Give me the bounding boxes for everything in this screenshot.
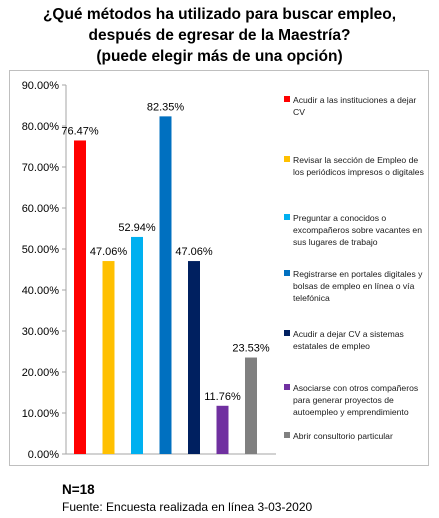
y-tick-label: 30.00% (22, 326, 60, 338)
legend-item: Acudir a dejar CV a sistemas estatales d… (284, 328, 424, 352)
y-tick-label: 80.00% (22, 121, 60, 133)
data-label: 76.47% (61, 125, 99, 137)
legend-label: Registrarse en portales digitales y bols… (293, 269, 423, 303)
legend-item: Registrarse en portales digitales y bols… (284, 268, 424, 304)
chart-area (9, 70, 429, 466)
legend-label: Revisar la sección de Empleo de los peri… (293, 155, 424, 177)
legend-swatch (284, 96, 290, 102)
data-label: 23.53% (232, 343, 270, 355)
legend-label: Acudir a dejar CV a sistemas estatales d… (293, 329, 404, 351)
data-label: 52.94% (118, 222, 156, 234)
legend-label: Acudir a las instituciones a dejar CV (293, 95, 417, 117)
legend-swatch (284, 432, 290, 438)
legend-item: Asociarse con otros compañeros para gene… (284, 382, 424, 418)
legend-item: Revisar la sección de Empleo de los peri… (284, 154, 424, 178)
bar (188, 261, 200, 454)
legend-label: Abrir consultorio particular (293, 431, 393, 441)
y-tick-label: 40.00% (22, 285, 60, 297)
legend-item: Abrir consultorio particular (284, 430, 424, 442)
data-label: 47.06% (175, 246, 213, 258)
legend-item: Preguntar a conocidos o excompañeros sob… (284, 212, 424, 248)
y-tick-label: 50.00% (22, 244, 60, 256)
chart-title-line-3: (puede elegir más de una opción) (96, 48, 343, 65)
bar (74, 140, 86, 454)
y-tick-label: 70.00% (22, 162, 60, 174)
bar (159, 116, 172, 455)
chart-title-line-2: después de egresar de la Maestría? (88, 27, 351, 44)
data-label: 47.06% (90, 246, 128, 258)
data-label: 82.35% (147, 101, 185, 113)
legend-swatch (284, 384, 290, 390)
chart-title-line-1: ¿Qué métodos ha utilizado para buscar em… (42, 6, 397, 23)
legend-item: Acudir a las instituciones a dejar CV (284, 94, 424, 118)
sample-size-label: N=18 (62, 482, 95, 497)
bar (245, 357, 257, 454)
bar (216, 405, 229, 454)
y-tick-label: 60.00% (22, 203, 60, 215)
y-tick-label: 10.00% (22, 408, 60, 420)
data-label: 11.76% (204, 391, 241, 403)
legend-label: Asociarse con otros compañeros para gene… (293, 383, 419, 417)
y-tick-label: 90.00% (22, 80, 60, 92)
legend-swatch (284, 330, 290, 336)
legend-label: Preguntar a conocidos o excompañeros sob… (293, 213, 422, 247)
legend-swatch (284, 156, 290, 162)
legend-swatch (284, 214, 290, 220)
chart-title: ¿Qué métodos ha utilizado para buscar em… (0, 4, 439, 67)
y-tick-label: 0.00% (28, 449, 59, 461)
bar (102, 261, 115, 454)
y-tick-label: 20.00% (22, 367, 60, 379)
source-note: Fuente: Encuesta realizada en línea 3-03… (62, 500, 313, 514)
legend-swatch (284, 270, 290, 276)
bar (131, 236, 143, 454)
